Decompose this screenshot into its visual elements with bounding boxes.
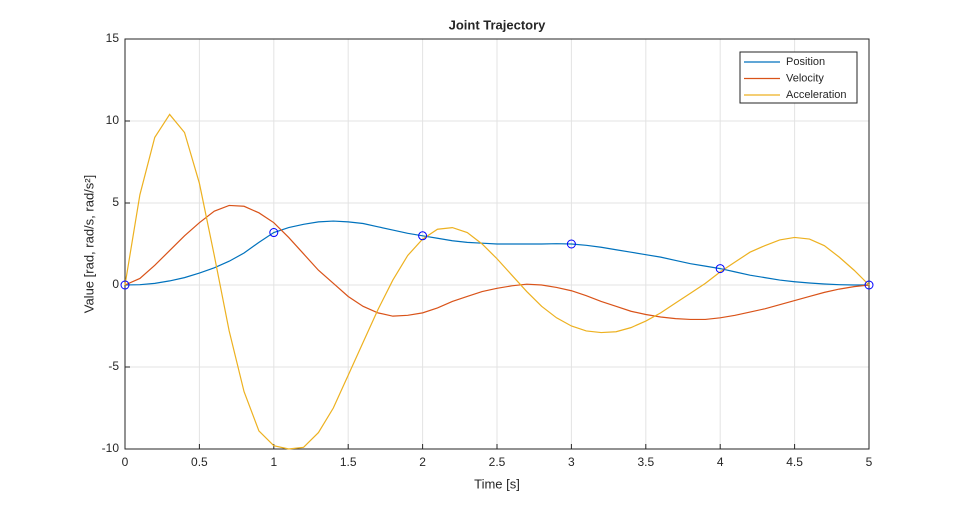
- legend-label: Position: [786, 56, 825, 68]
- y-tick-label: -10: [102, 441, 120, 455]
- chart-title: Joint Trajectory: [449, 17, 547, 32]
- y-tick-label: 0: [112, 277, 119, 291]
- x-tick-label: 4: [717, 455, 724, 469]
- y-tick-label: -5: [108, 359, 119, 373]
- x-tick-label: 4.5: [786, 455, 803, 469]
- x-tick-label: 2: [419, 455, 426, 469]
- plot-frame: [124, 38, 870, 450]
- x-tick-label: 1: [270, 455, 277, 469]
- y-tick-label: 5: [112, 195, 119, 209]
- x-tick-label: 0: [122, 455, 129, 469]
- legend-label: Velocity: [786, 72, 824, 84]
- y-axis-label: Value [rad, rad/s, rad/s²]: [81, 175, 96, 314]
- y-tick-label: 15: [106, 31, 120, 45]
- waypoint: [715, 264, 725, 274]
- series-line: [124, 113, 870, 450]
- y-tick-label: 10: [106, 113, 120, 127]
- legend-label: Acceleration: [786, 89, 847, 101]
- series-line: [124, 204, 870, 321]
- x-tick-label: 5: [866, 455, 873, 469]
- x-tick-label: 3: [568, 455, 575, 469]
- series-line: [124, 220, 869, 286]
- waypoint: [418, 231, 428, 241]
- x-axis-label: Time [s]: [474, 476, 520, 491]
- x-tick-label: 2.5: [489, 455, 506, 469]
- waypoint: [120, 280, 130, 290]
- x-tick-label: 1.5: [340, 455, 357, 469]
- waypoint: [566, 239, 576, 249]
- x-tick-label: 0.5: [191, 455, 208, 469]
- waypoint: [269, 228, 279, 238]
- waypoint: [864, 280, 874, 290]
- x-tick-label: 3.5: [637, 455, 654, 469]
